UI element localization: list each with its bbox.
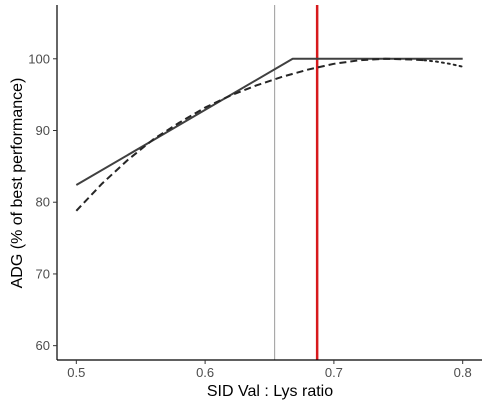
y-axis-ticks: 60 70 80 90 100	[28, 51, 57, 353]
reference-lines	[274, 5, 319, 360]
y-tick-label: 100	[28, 51, 50, 66]
series-layer	[75, 57, 464, 212]
y-tick-label: 80	[36, 195, 50, 210]
x-tick-label: 0.5	[67, 365, 85, 380]
series-line-2-dashed	[75, 57, 425, 212]
series-line-1-solid	[75, 57, 463, 186]
x-tick-label: 0.7	[325, 365, 343, 380]
y-tick-label: 60	[36, 338, 50, 353]
x-axis-ticks: 0.5 0.6 0.7 0.8	[67, 360, 472, 380]
y-tick-label: 70	[36, 266, 50, 281]
y-axis-title: ADG (% of best performance)	[9, 78, 26, 289]
series-line-3-dotted	[423, 59, 464, 68]
x-tick-label: 0.6	[196, 365, 214, 380]
y-tick-label: 90	[36, 123, 50, 138]
x-tick-label: 0.8	[454, 365, 472, 380]
x-axis-title: SID Val : Lys ratio	[207, 383, 333, 400]
